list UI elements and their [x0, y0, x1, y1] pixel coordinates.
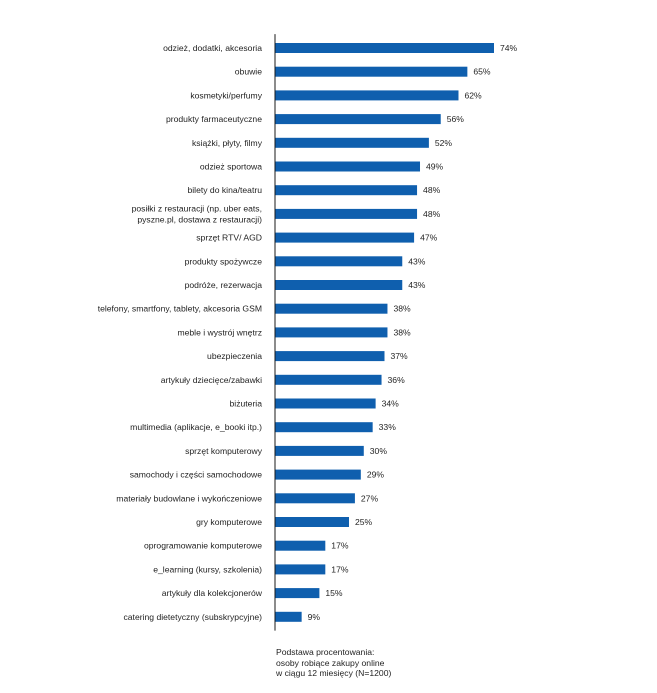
category-label: sprzęt komputerowy	[185, 446, 263, 456]
bar-value-label: 34%	[382, 399, 400, 409]
bar-value-label: 65%	[473, 67, 491, 77]
bar	[275, 398, 376, 409]
bar	[275, 493, 355, 504]
bar	[275, 445, 364, 456]
bar-value-label: 25%	[355, 517, 373, 527]
bar-value-label: 27%	[361, 493, 379, 503]
bar	[275, 208, 418, 219]
bar	[275, 588, 320, 599]
bar-value-label: 43%	[408, 256, 426, 266]
footnote-line-3: w ciągu 12 miesięcy (N=1200)	[276, 668, 392, 678]
footnote: Podstawa procentowania: osoby robiące za…	[276, 647, 476, 679]
bar-value-label: 62%	[464, 90, 482, 100]
bar-value-label: 43%	[408, 280, 426, 290]
bar	[275, 185, 418, 196]
category-label: sprzęt RTV/ AGD	[196, 233, 262, 243]
category-label: produkty spożywcze	[185, 256, 263, 266]
category-label: oprogramowanie komputerowe	[144, 541, 262, 551]
bar	[275, 43, 494, 53]
bar	[275, 114, 441, 125]
category-label: gry komputerowe	[196, 517, 262, 527]
category-label: artykuły dla kolekcjonerów	[162, 588, 263, 598]
bar	[275, 374, 382, 385]
bar	[275, 303, 388, 314]
value-labels: 74% 65% 62% 56% 52% 49% 48% 48% 47% 43% 43% 38% 38% 3…	[308, 43, 518, 622]
bar-value-label: 33%	[379, 422, 397, 432]
bar	[275, 280, 403, 290]
category-label: telefony, smartfony, tablety, akcesoria …	[98, 304, 262, 314]
footnote-line-1: Podstawa procentowania:	[276, 647, 375, 657]
bar	[275, 137, 429, 148]
bar	[275, 66, 468, 77]
category-label: podróże, rezerwacja	[185, 280, 263, 290]
bar	[275, 517, 349, 527]
bar	[275, 611, 302, 622]
bar	[275, 540, 326, 551]
category-label: multimedia (aplikacje, e_booki itp.)	[130, 422, 262, 432]
bar-value-label: 52%	[435, 138, 453, 148]
bar-value-label: 38%	[393, 327, 411, 337]
bar	[275, 469, 361, 480]
bar	[275, 564, 326, 575]
bar	[275, 256, 403, 267]
category-label: produkty farmaceutyczne	[166, 114, 262, 124]
bar	[275, 90, 459, 101]
category-label: pyszne.pl, dostawa z restauracji)	[137, 214, 262, 224]
bar-value-label: 38%	[393, 304, 411, 314]
bar	[275, 232, 415, 243]
bar-value-label: 49%	[426, 162, 444, 172]
bar-value-label: 36%	[388, 375, 406, 385]
bar-value-label: 47%	[420, 233, 438, 243]
category-label: materiały budowlane i wykończeniowe	[116, 493, 262, 503]
bar-value-label: 17%	[331, 564, 349, 574]
category-label: książki, płyty, filmy	[192, 138, 263, 148]
bars-layer	[275, 43, 494, 622]
bar-value-label: 74%	[500, 43, 518, 53]
category-label: odzież, dodatki, akcesoria	[163, 43, 262, 53]
category-label: biżuteria	[230, 399, 263, 409]
bar	[275, 327, 388, 338]
category-label: artykuły dziecięce/zabawki	[161, 375, 262, 385]
bar-value-label: 29%	[367, 470, 385, 480]
category-label: e_learning (kursy, szkolenia)	[153, 564, 262, 574]
bar	[275, 161, 421, 172]
bar	[275, 422, 373, 433]
category-label: posiłki z restauracji (np. uber eats,	[132, 203, 262, 213]
category-label: kosmetyki/perfumy	[190, 90, 262, 100]
category-label: samochody i części samochodowe	[130, 470, 263, 480]
category-label: bilety do kina/teatru	[187, 185, 262, 195]
bar-value-label: 9%	[308, 612, 321, 622]
bar-value-label: 30%	[370, 446, 388, 456]
category-label: ubezpieczenia	[207, 351, 262, 361]
category-label: meble i wystrój wnętrz	[177, 327, 262, 337]
bar-value-label: 48%	[423, 209, 441, 219]
category-label: obuwie	[235, 67, 262, 77]
category-label: odzież sportowa	[200, 162, 262, 172]
category-labels: odzież, dodatki, akcesoria obuwie kosmetyk…	[98, 43, 263, 622]
bar-value-label: 56%	[447, 114, 465, 124]
footnote-line-2: osoby robiące zakupy online	[276, 657, 385, 668]
bar-value-label: 15%	[325, 588, 343, 598]
category-label: catering dietetyczny (subskrypcyjne)	[123, 612, 262, 622]
bar-value-label: 17%	[331, 541, 349, 551]
bar	[275, 351, 385, 362]
bar-value-label: 48%	[423, 185, 441, 195]
bar-value-label: 37%	[391, 351, 409, 361]
